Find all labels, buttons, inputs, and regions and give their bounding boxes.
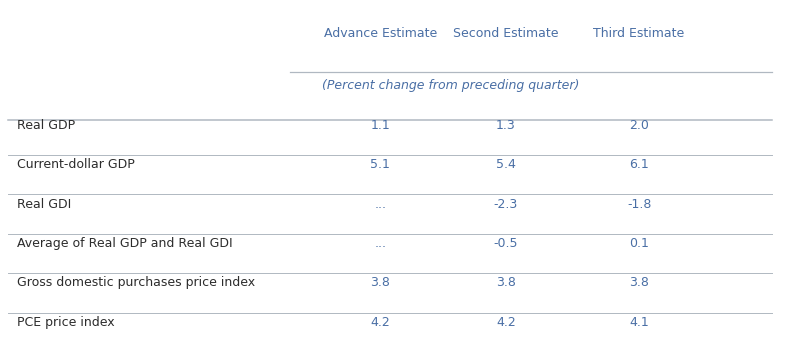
Text: ...: ... xyxy=(374,237,386,250)
Text: ...: ... xyxy=(374,197,386,211)
Text: 4.2: 4.2 xyxy=(496,316,516,329)
Text: PCE price index: PCE price index xyxy=(18,316,115,329)
Text: -1.8: -1.8 xyxy=(627,197,651,211)
Text: 4.1: 4.1 xyxy=(630,316,649,329)
Text: Average of Real GDP and Real GDI: Average of Real GDP and Real GDI xyxy=(18,237,233,250)
Text: 3.8: 3.8 xyxy=(370,277,390,290)
Text: -0.5: -0.5 xyxy=(494,237,518,250)
Text: 4.2: 4.2 xyxy=(370,316,390,329)
Text: Second Estimate: Second Estimate xyxy=(453,27,558,40)
Text: (Percent change from preceding quarter): (Percent change from preceding quarter) xyxy=(322,79,580,92)
Text: 5.1: 5.1 xyxy=(370,158,390,171)
Text: 6.1: 6.1 xyxy=(630,158,649,171)
Text: 2.0: 2.0 xyxy=(629,119,649,132)
Text: 1.1: 1.1 xyxy=(370,119,390,132)
Text: Real GDP: Real GDP xyxy=(18,119,75,132)
Text: 5.4: 5.4 xyxy=(496,158,516,171)
Text: 0.1: 0.1 xyxy=(629,237,649,250)
Text: Third Estimate: Third Estimate xyxy=(594,27,685,40)
Text: -2.3: -2.3 xyxy=(494,197,518,211)
Text: Real GDI: Real GDI xyxy=(18,197,72,211)
Text: 1.3: 1.3 xyxy=(496,119,516,132)
Text: Gross domestic purchases price index: Gross domestic purchases price index xyxy=(18,277,255,290)
Text: 3.8: 3.8 xyxy=(496,277,516,290)
Text: 3.8: 3.8 xyxy=(629,277,649,290)
Text: Advance Estimate: Advance Estimate xyxy=(324,27,437,40)
Text: Current-dollar GDP: Current-dollar GDP xyxy=(18,158,135,171)
